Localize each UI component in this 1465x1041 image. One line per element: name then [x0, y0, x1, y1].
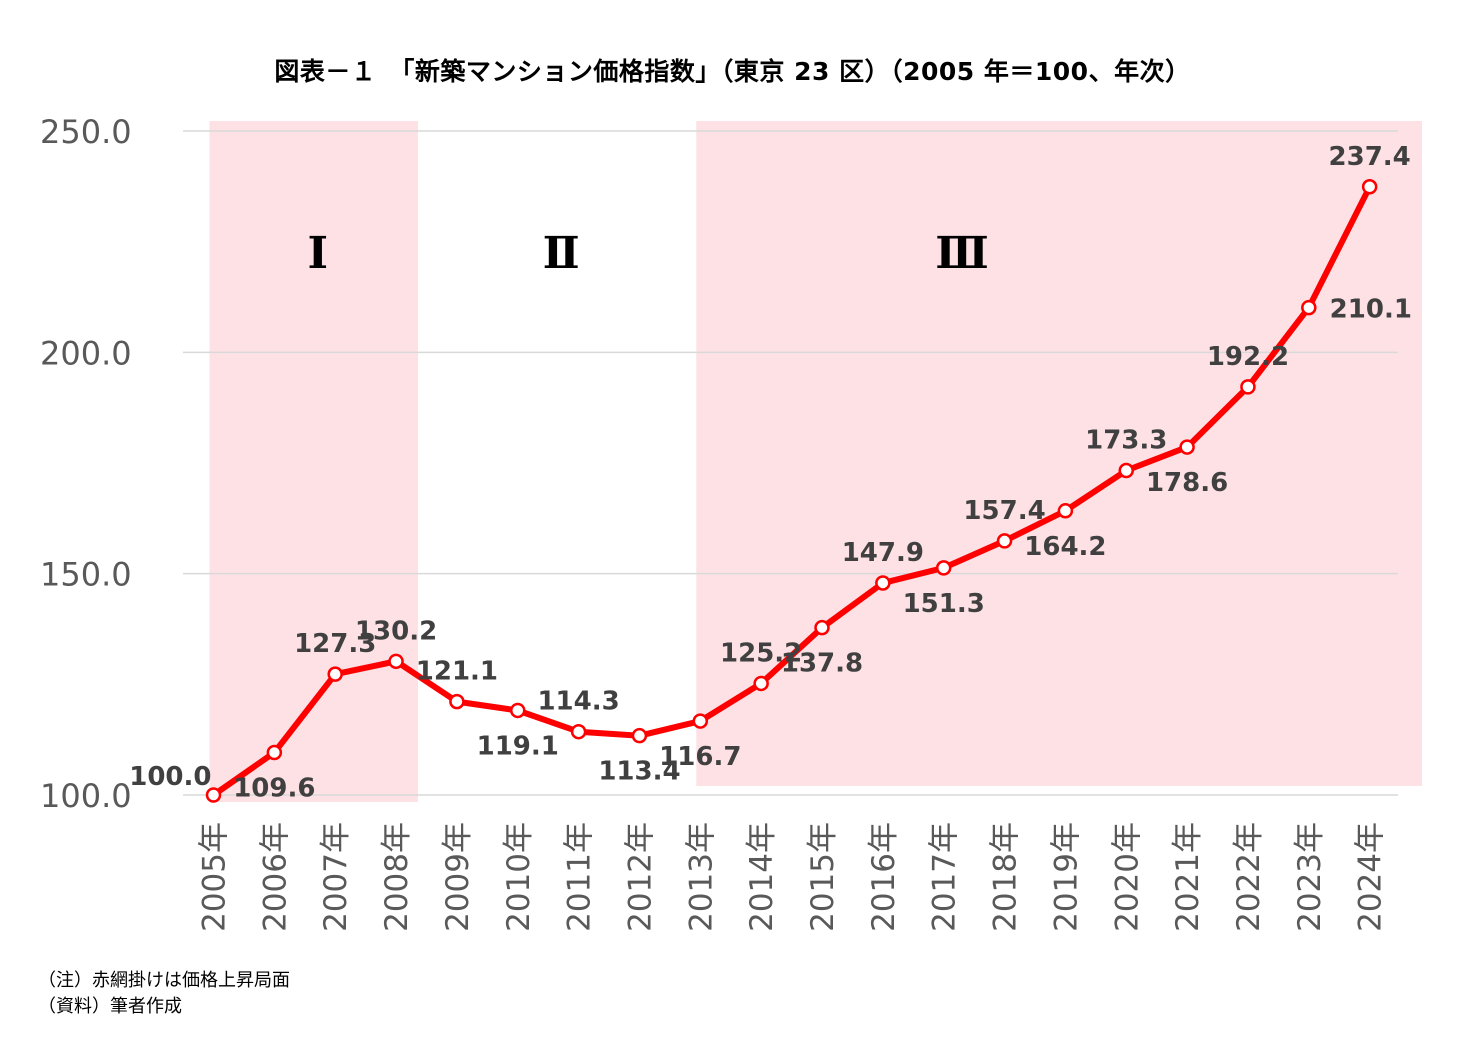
x-tick-label-2017年: 2017年: [927, 822, 963, 932]
data-point-2012年: [631, 727, 648, 744]
data-point-2024年: [1361, 179, 1378, 195]
data-point-2007年: [327, 666, 343, 682]
y-tick-label-100.0: 100.0: [40, 777, 132, 815]
y-tick-label-250.0: 250.0: [40, 113, 132, 151]
phase-label-2: Ⅱ: [543, 228, 580, 279]
x-tick-label-2019年: 2019年: [1048, 822, 1084, 932]
data-point-2021年: [1179, 439, 1195, 455]
phase-label-1: Ⅰ: [307, 228, 328, 279]
x-tick-label-2013年: 2013年: [683, 822, 719, 932]
y-tick-label-200.0: 200.0: [40, 334, 132, 372]
x-tick-label-2018年: 2018年: [988, 822, 1024, 932]
data-point-2011年: [570, 723, 587, 740]
data-point-2016年: [875, 575, 891, 591]
x-tick-labels-layer: 2005年 2006年 2007年 2008年 2009年 2010年 2011年 2012年…: [197, 822, 1389, 932]
data-point-2006年: [266, 744, 283, 761]
data-point-2020年: [1118, 462, 1134, 479]
x-tick-label-2005年: 2005年: [197, 822, 233, 932]
data-point-2008年: [388, 653, 404, 670]
x-tick-label-2024年: 2024年: [1353, 822, 1389, 932]
data-label-2018年: 157.4: [963, 496, 1045, 526]
data-points-layer: [205, 179, 1378, 803]
note-source: （資料）筆者作成: [38, 996, 182, 1017]
data-label-2005年: 100.0: [129, 762, 211, 792]
chart-title: 図表－１ 「新築マンション価格指数」（東京 23 区）（2005 年＝100、年…: [274, 57, 1191, 86]
x-tick-label-2021年: 2021年: [1170, 822, 1206, 932]
data-label-2006年: 109.6: [233, 774, 315, 804]
data-label-2024年: 237.4: [1329, 142, 1411, 172]
note-shading: （注）赤網掛けは価格上昇局面: [38, 970, 290, 991]
x-tick-label-2008年: 2008年: [379, 822, 415, 932]
data-label-2020年: 173.3: [1085, 426, 1167, 456]
data-label-2015年: 137.8: [781, 649, 863, 679]
x-tick-label-2015年: 2015年: [805, 822, 841, 932]
data-label-2014年: 125.2: [720, 638, 802, 668]
phase-label-3: Ⅲ: [935, 228, 989, 279]
data-label-2022年: 192.2: [1207, 342, 1289, 372]
phase-shade-3: [696, 121, 1422, 786]
data-point-2009年: [449, 693, 465, 710]
x-tick-label-2016年: 2016年: [866, 822, 902, 932]
data-label-2017年: 151.3: [903, 589, 985, 619]
data-point-2010年: [510, 702, 526, 719]
x-tick-label-2011年: 2011年: [562, 822, 598, 932]
notes: （注）赤網掛けは価格上昇局面 （資料）筆者作成: [38, 968, 290, 1020]
data-label-2016年: 147.9: [842, 538, 924, 568]
x-tick-label-2009年: 2009年: [440, 822, 476, 932]
data-point-2018年: [996, 533, 1013, 549]
series-line: [210, 183, 1373, 798]
series-line-layer: [210, 183, 1373, 798]
gridlines-layer: [183, 130, 1398, 796]
data-label-2007年: 127.3: [294, 629, 376, 659]
y-tick-label-150.0: 150.0: [40, 556, 132, 594]
data-label-2021年: 178.6: [1146, 468, 1228, 498]
x-tick-label-2006年: 2006年: [257, 822, 293, 932]
data-point-2013年: [692, 713, 709, 729]
y-tick-labels-layer: 100.0 150.0 200.0 250.0: [40, 113, 132, 815]
data-label-2019年: 164.2: [1024, 532, 1106, 562]
data-point-2023年: [1301, 299, 1317, 316]
data-point-2005年: [205, 787, 222, 803]
data-point-2017年: [935, 560, 952, 576]
data-point-2015年: [814, 619, 830, 636]
x-tick-label-2023年: 2023年: [1292, 822, 1328, 932]
data-label-2010年: 119.1: [477, 731, 559, 761]
data-label-2011年: 114.3: [537, 687, 619, 717]
phase-shading-layer: [209, 121, 1422, 802]
phase-labels-layer: Ⅰ Ⅱ Ⅲ: [307, 228, 988, 279]
x-tick-label-2012年: 2012年: [622, 822, 658, 932]
x-tick-label-2007年: 2007年: [318, 822, 354, 932]
data-label-2023年: 210.1: [1330, 295, 1412, 325]
data-point-2014年: [753, 675, 769, 692]
data-label-2012年: 113.4: [598, 757, 680, 787]
data-label-2008年: 130.2: [355, 616, 437, 646]
x-tick-label-2014年: 2014年: [744, 822, 780, 932]
phase-shade-1: [209, 121, 419, 802]
x-tick-label-2010年: 2010年: [501, 822, 537, 932]
x-tick-label-2020年: 2020年: [1109, 822, 1145, 932]
data-label-2009年: 121.1: [416, 657, 498, 687]
x-tick-label-2022年: 2022年: [1231, 822, 1267, 932]
data-label-2013年: 116.7: [659, 742, 741, 772]
data-point-2019年: [1057, 503, 1074, 519]
data-point-2022年: [1240, 379, 1256, 395]
